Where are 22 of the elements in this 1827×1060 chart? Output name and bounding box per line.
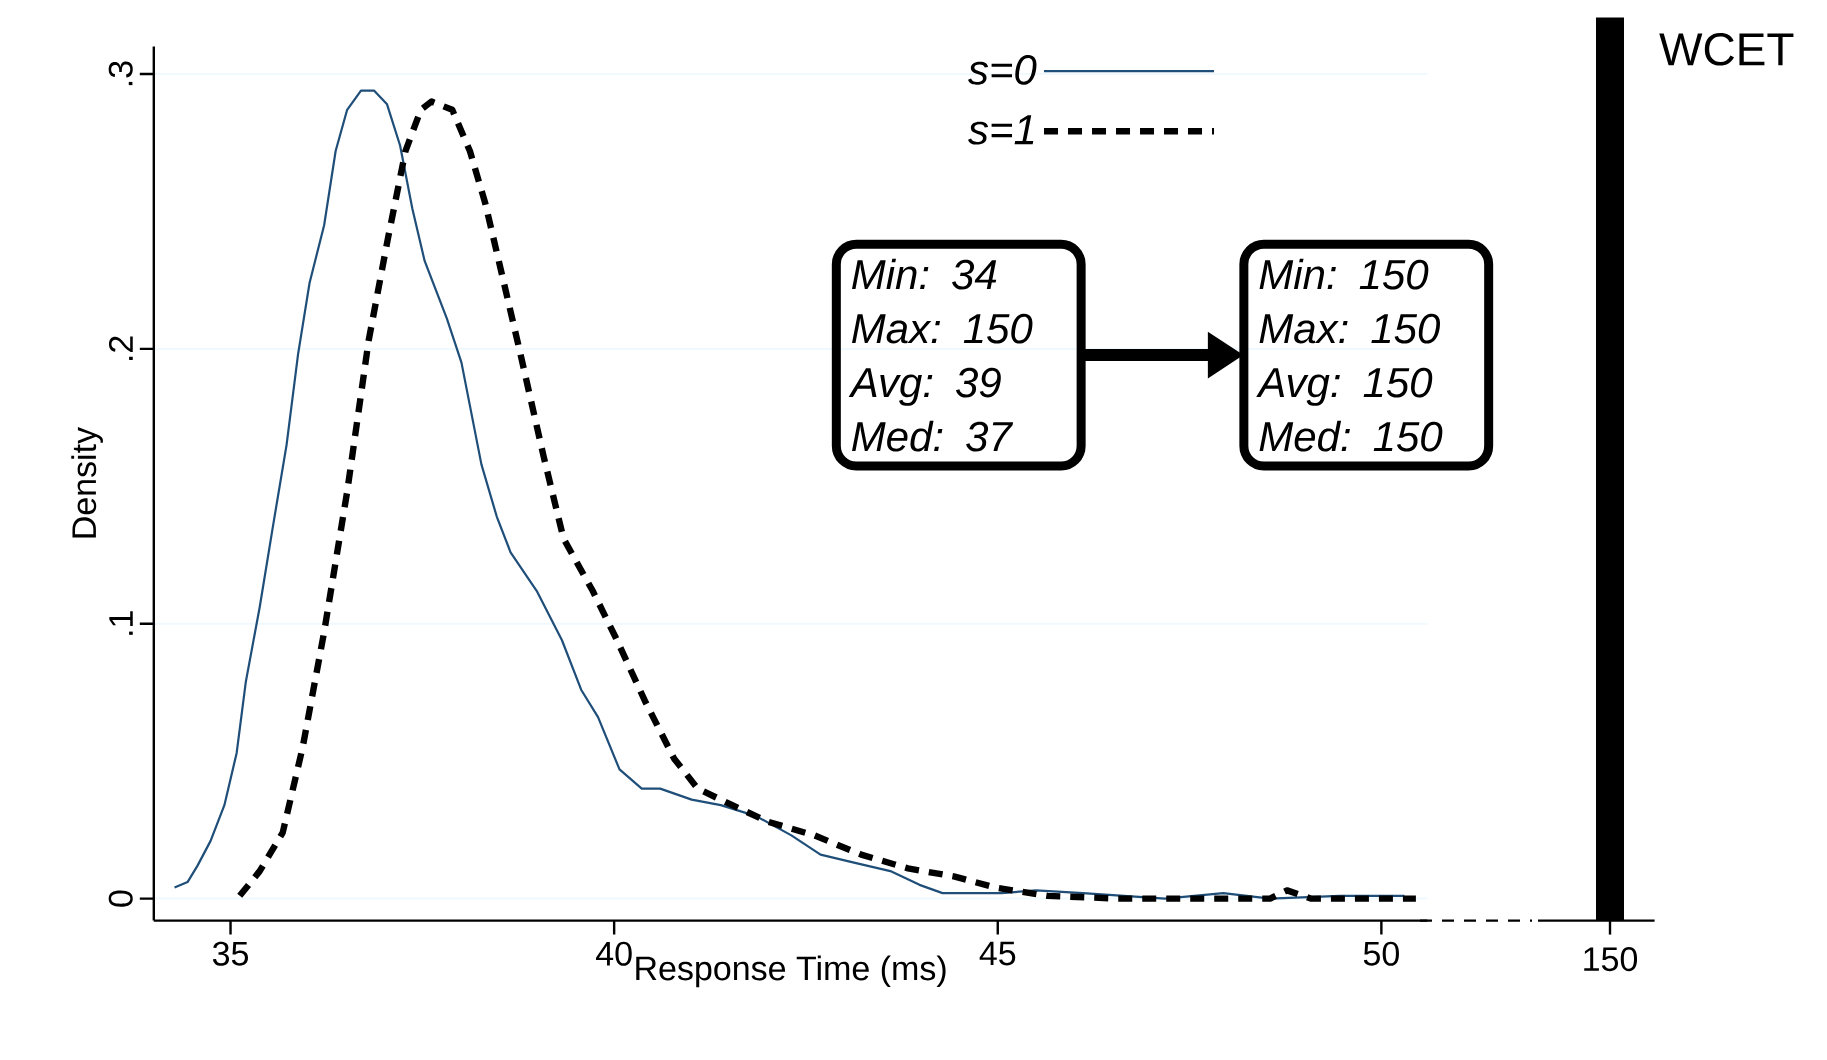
text: 150	[1584, 947, 1638, 972]
annotation: Max: 150	[852, 313, 1033, 344]
y-axis-title: Density	[71, 426, 103, 538]
annotation: Min: 150	[1259, 258, 1429, 290]
annotation: Avg: 39	[848, 367, 1001, 406]
legend-label: s=0	[968, 54, 1037, 85]
x-tick-label: 40	[596, 941, 632, 966]
annotation: Avg: 150	[1256, 367, 1433, 406]
annotation: Min: 34	[852, 258, 997, 290]
legend-label: s=1	[968, 115, 1034, 145]
text: WCET	[1659, 33, 1794, 66]
x-tick-label: 35	[212, 941, 248, 966]
y-tick-label: .3	[108, 61, 133, 86]
x-axis-title: Response Time (ms)	[636, 955, 946, 988]
y-tick-label: .2	[109, 336, 133, 360]
annotation: Max: 150	[1259, 313, 1441, 344]
y-tick-label: .1	[109, 611, 133, 635]
x-tick-label: 45	[979, 941, 1016, 966]
annotation: Med: 37	[852, 420, 1014, 452]
y-tick-label: 0	[108, 890, 133, 907]
x-tick-label: 50	[1363, 941, 1399, 966]
annotation: Med: 150	[1259, 420, 1443, 452]
